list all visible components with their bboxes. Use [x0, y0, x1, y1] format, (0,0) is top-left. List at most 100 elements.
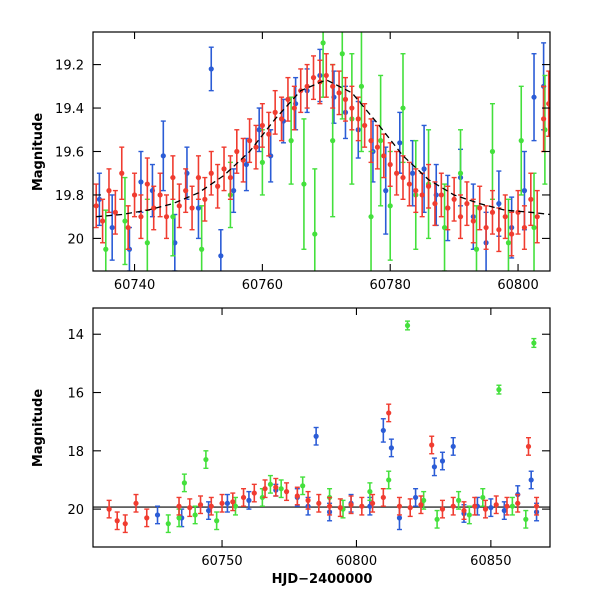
top-series-2-point-42	[362, 102, 368, 148]
top-series-2-point-51	[419, 172, 425, 218]
bottom-series-0-point-2	[205, 501, 212, 521]
top-series-2-point-22	[234, 129, 240, 174]
bottom-series-1-point-19	[466, 505, 472, 525]
bottom-series-1-point-13	[367, 482, 373, 502]
top-series-2-point-59	[470, 198, 476, 244]
bottom-series-1-point-21	[496, 384, 502, 395]
bottom-panel-plot-area	[93, 320, 550, 534]
top-series-0-point-10	[218, 229, 224, 271]
top-y-tick-label-1: 19.4	[55, 102, 84, 117]
top-series-2-point-36	[323, 53, 329, 98]
bottom-series-2-point-28	[418, 495, 424, 515]
top-series-1-point-1	[122, 176, 128, 266]
top-series-2-point-68	[528, 172, 534, 227]
bottom-series-2-point-12	[251, 483, 257, 503]
top-series-2-point-2	[106, 168, 112, 214]
bottom-series-0-point-0	[154, 505, 161, 525]
bottom-series-2-point-13	[262, 479, 268, 499]
top-model-curve	[96, 79, 550, 218]
top-series-2-point-38	[336, 70, 342, 116]
bottom-series-2-point-31	[450, 496, 456, 516]
top-x-tick-label-1: 60760	[242, 278, 283, 293]
top-series-2-point-6	[131, 172, 138, 218]
top-series-2-point-45	[381, 133, 387, 179]
top-series-1-point-25	[505, 198, 512, 271]
bottom-series-2-point-1	[114, 511, 120, 531]
bottom-series-2-point-16	[294, 486, 300, 506]
bottom-panel: 60750 60800 60850 14 16 18 20 Magnitude HJD−24…	[31, 307, 551, 587]
bottom-series-2-point-11	[240, 488, 247, 507]
bottom-panel-frame	[92, 307, 551, 548]
top-series-2-point-57	[457, 194, 464, 240]
top-x-tick-label-0: 60740	[114, 278, 155, 293]
top-series-0-point-1	[109, 194, 115, 261]
top-series-2-point-9	[151, 185, 157, 231]
top-series-2-point-27	[266, 111, 272, 157]
bottom-series-2-point-27	[407, 498, 413, 518]
top-series-2-point-53	[432, 181, 438, 227]
top-series-0-point-12	[243, 137, 249, 192]
bottom-series-1-point-15	[404, 320, 411, 331]
bottom-series-2-point-19	[326, 496, 333, 516]
top-series-2-point-20	[221, 146, 227, 192]
top-series-0-point-11	[231, 168, 237, 214]
top-series-2-point-21	[227, 155, 234, 201]
top-series-2-point-25	[253, 124, 259, 170]
top-series-2-point-56	[451, 176, 457, 222]
top-series-1-point-12	[339, 32, 345, 120]
top-series-2-point-61	[483, 205, 489, 250]
bottom-x-tick-label-0: 60750	[201, 554, 242, 569]
bottom-panel-x-axis-label: HJD−2400000	[272, 572, 373, 587]
bottom-series-0-point-3	[224, 493, 231, 513]
bottom-series-2-point-36	[504, 496, 510, 516]
top-series-2-point-24	[246, 118, 253, 164]
top-series-2-point-7	[138, 194, 144, 240]
bottom-series-1-point-4	[203, 450, 209, 470]
top-series-2-point-33	[304, 63, 310, 109]
top-series-2-point-13	[176, 183, 182, 229]
bottom-series-0-point-24	[528, 470, 534, 490]
bottom-series-2-point-20	[337, 498, 343, 518]
bottom-series-2-point-2	[122, 514, 128, 534]
top-series-2-point-10	[157, 172, 163, 218]
bottom-series-2-point-5	[176, 496, 182, 516]
bottom-series-2-point-18	[316, 493, 322, 513]
top-series-1-point-23	[473, 205, 480, 271]
top-series-2-point-34	[310, 55, 317, 101]
bottom-x-tick-label-2: 60850	[470, 554, 511, 569]
top-series-2-point-1	[99, 198, 106, 244]
top-series-2-point-31	[291, 85, 297, 131]
top-series-1-point-7	[288, 96, 294, 185]
bottom-series-0-point-15	[412, 488, 419, 507]
bottom-series-1-point-17	[434, 509, 440, 529]
top-series-0-point-9	[208, 46, 214, 92]
top-series-2-point-40	[349, 85, 355, 131]
top-series-2-point-0	[93, 183, 99, 229]
bottom-series-1-point-8	[267, 474, 274, 494]
bottom-series-2-point-23	[369, 493, 376, 513]
bottom-series-0-point-22	[501, 501, 507, 521]
bottom-series-1-point-3	[192, 505, 198, 525]
bottom-series-2-point-29	[429, 435, 435, 455]
bottom-y-tick-label-1: 16	[67, 387, 84, 402]
bottom-series-2-point-30	[439, 499, 446, 519]
bottom-series-1-point-22	[509, 496, 515, 516]
bottom-y-tick-label-3: 20	[67, 503, 84, 518]
top-series-2-point-65	[509, 211, 515, 257]
top-series-2-point-26	[259, 102, 265, 148]
top-series-2-point-28	[272, 89, 278, 135]
bottom-series-0-point-4	[246, 490, 252, 510]
top-series-2-point-11	[163, 194, 170, 240]
top-series-2-point-69	[534, 189, 540, 244]
top-series-2-point-4	[119, 146, 125, 201]
bottom-series-0-point-18	[450, 437, 456, 456]
top-series-2-point-19	[215, 163, 221, 209]
top-series-1-point-4	[199, 205, 205, 271]
top-series-2-point-39	[342, 76, 349, 122]
top-series-2-point-52	[425, 163, 432, 209]
top-series-0-point-24	[397, 111, 403, 174]
bottom-series-2-point-4	[144, 508, 150, 528]
top-x-tick-label-3: 60800	[497, 278, 538, 293]
bottom-series-2-point-34	[482, 499, 489, 519]
top-series-2-point-49	[406, 161, 412, 207]
